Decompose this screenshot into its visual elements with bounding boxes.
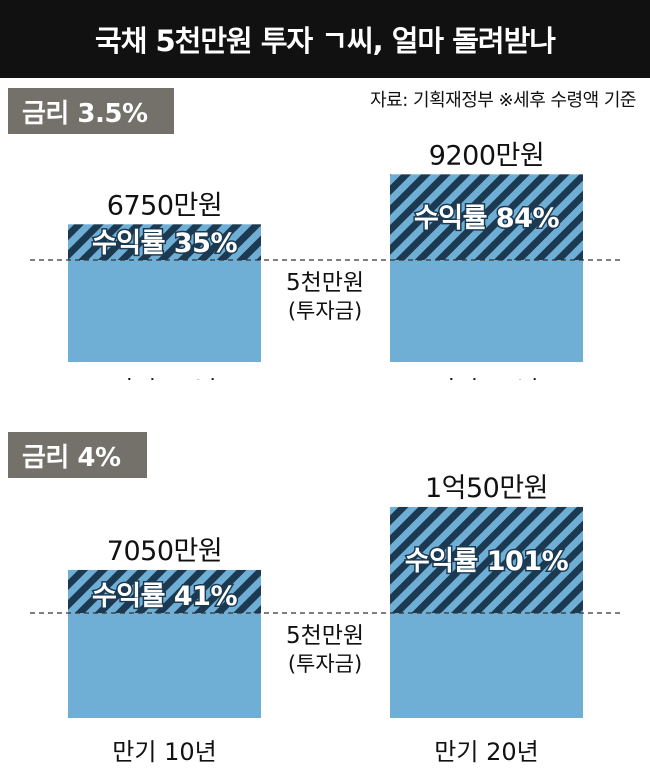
return-segment — [390, 506, 583, 613]
total-label: 9200만원 — [429, 140, 544, 171]
return-label: 수익률 84% — [414, 203, 559, 234]
total-label: 7050만원 — [107, 536, 222, 567]
rate-badge-panel-2: 금리 4% — [8, 432, 147, 478]
return-label: 수익률 41% — [92, 581, 237, 612]
chart-panel-1: 수익률 35% 6750만원만기 10년 수익률 84% 9200만원만기 20년 5천… — [0, 140, 650, 380]
return-segment — [68, 224, 261, 260]
total-label: 6750만원 — [107, 190, 222, 221]
return-label: 수익률 101% — [405, 546, 569, 577]
chart-svg-1: 수익률 35% 6750만원만기 10년 수익률 84% 9200만원만기 20년 5천… — [30, 140, 620, 380]
bar-10yr-panel-1 — [68, 224, 261, 362]
principal-label: 5천만원 — [286, 270, 364, 296]
total-label: 1억50만원 — [425, 473, 548, 504]
principal-segment — [390, 613, 583, 718]
principal-segment — [68, 260, 261, 362]
bar-20yr-panel-2 — [390, 506, 583, 718]
principal-label: 5천만원 — [286, 623, 364, 649]
principal-sub-label: (투자금) — [288, 299, 362, 323]
principal-segment — [68, 613, 261, 718]
return-segment — [68, 569, 261, 613]
bar-10yr-panel-2 — [68, 569, 261, 718]
rate-badge-panel-1: 금리 3.5% — [8, 88, 174, 134]
chart-title: 국채 5천만원 투자 ㄱ씨, 얼마 돌려받나 — [0, 0, 650, 78]
category-label: 만기 20년 — [434, 376, 538, 380]
bar-20yr-panel-1 — [390, 174, 583, 362]
principal-segment — [390, 260, 583, 362]
category-label: 만기 20년 — [434, 738, 538, 766]
return-label: 수익률 35% — [92, 228, 237, 259]
principal-sub-label: (투자금) — [288, 652, 362, 676]
source-note: 자료: 기획재정부 ※세후 수령액 기준 — [370, 90, 636, 111]
return-segment — [390, 174, 583, 260]
category-label: 만기 10년 — [112, 738, 216, 766]
category-label: 만기 10년 — [112, 376, 216, 380]
